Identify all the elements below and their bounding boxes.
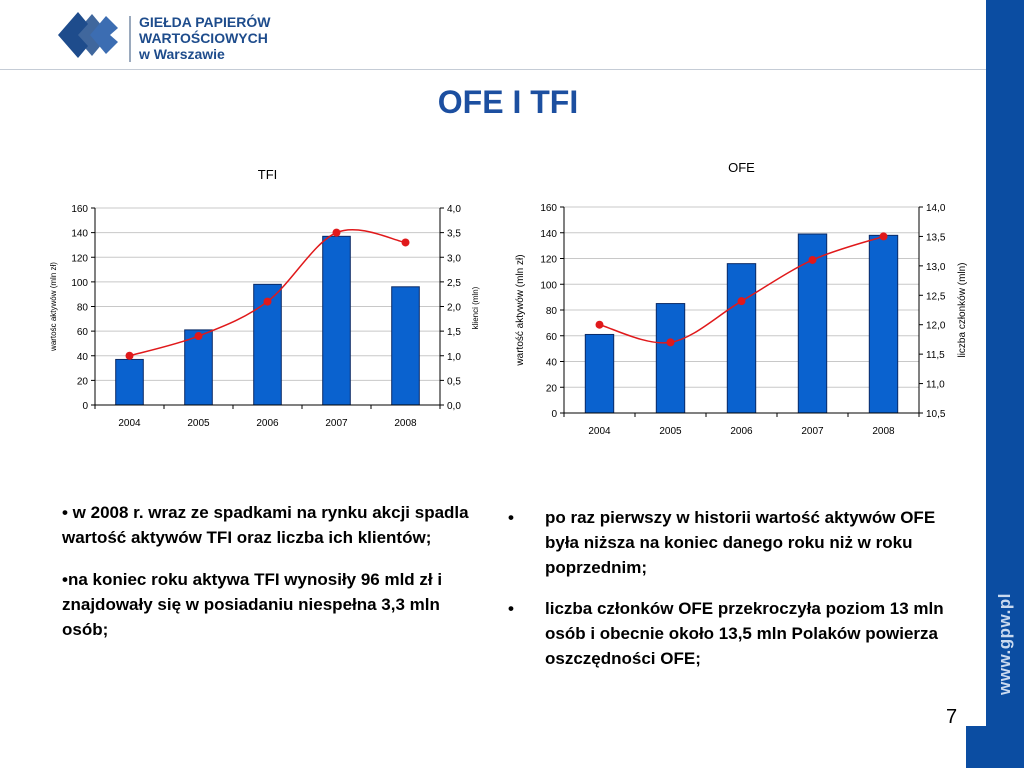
line-point-2008 <box>879 232 888 241</box>
page-number: 7 <box>946 706 958 728</box>
logo-line-2: WARTOŚCIOWYCH <box>139 30 268 46</box>
x-tick-label: 2007 <box>325 418 348 429</box>
right-bullet-text: liczba członków OFE przekroczyła poziom … <box>545 599 944 668</box>
x-tick-label: 2005 <box>659 426 682 437</box>
header-divider <box>0 69 986 70</box>
bar-2007 <box>322 235 351 406</box>
bar-2008 <box>391 286 420 406</box>
y-axis-label: wartośc aktywów (mln zł) <box>49 262 58 352</box>
x-tick-label: 2004 <box>588 426 611 437</box>
x-tick-label: 2006 <box>730 426 753 437</box>
y-tick-label: 120 <box>71 253 88 264</box>
y2-tick-label: 2,0 <box>447 303 461 314</box>
sidebar-band <box>986 0 1024 768</box>
y-tick-label: 0 <box>551 409 557 420</box>
bar-2005 <box>655 303 686 414</box>
logo-line-3: w Warszawie <box>139 46 225 62</box>
right-bullet-text: po raz pierwszy w historii wartość aktyw… <box>545 508 936 577</box>
line-point-2005 <box>666 338 675 347</box>
tfi-chart: TFI 0 20 40 60 80 100 120 140 160 0,0 0,5 1,0 1,5 2,0 2… <box>49 167 480 429</box>
bar-2008 <box>868 234 899 414</box>
x-tick-label: 2006 <box>256 418 279 429</box>
y2-tick-label: 1,0 <box>447 352 461 363</box>
line-point-2006 <box>737 297 746 306</box>
left-bullet-list: • w 2008 r. wraz ze spadkami na rynku ak… <box>62 500 472 659</box>
bar-2006 <box>726 263 757 414</box>
y2-tick-label: 11,0 <box>926 380 945 391</box>
ofe-chart: OFE 0 20 40 60 80 100 120 140 160 10,5 11,0 11,5 12,0… <box>515 160 968 437</box>
x-tick-label: 2007 <box>801 426 824 437</box>
y2-tick-label: 3,5 <box>447 229 461 240</box>
x-tick-label: 2004 <box>118 418 141 429</box>
y-tick-label: 120 <box>540 255 557 266</box>
y-tick-label: 140 <box>71 229 88 240</box>
chart-title: TFI <box>258 167 278 182</box>
line-point-2007 <box>808 255 817 264</box>
y-tick-label: 20 <box>77 376 89 387</box>
gpw-logo-icon <box>58 12 118 58</box>
y2-tick-label: 4,0 <box>447 204 461 215</box>
y-tick-label: 0 <box>82 401 88 412</box>
y-tick-label: 40 <box>546 358 558 369</box>
right-bullet-2: • liczba członków OFE przekroczyła pozio… <box>508 596 958 671</box>
y-tick-label: 80 <box>546 306 558 317</box>
y-tick-label: 40 <box>77 352 89 363</box>
left-bullet-1: • w 2008 r. wraz ze spadkami na rynku ak… <box>62 503 469 547</box>
y-tick-label: 160 <box>540 203 557 214</box>
y-axis-label: wartość aktywów (mln zł) <box>515 254 526 366</box>
logo-line-1: GIEŁDA PAPIERÓW <box>139 14 271 30</box>
line-point-2004 <box>595 320 604 329</box>
y2-tick-label: 14,0 <box>926 203 946 214</box>
line-point-2007 <box>332 228 341 237</box>
y2-tick-label: 13,0 <box>926 262 946 273</box>
line-point-2008 <box>401 238 410 247</box>
website-url[interactable]: www.gpw.pl <box>995 593 1014 695</box>
y2-tick-label: 10,5 <box>926 409 946 420</box>
gpw-logo-text: GIEŁDA PAPIERÓW WARTOŚCIOWYCH w Warszawi… <box>139 14 270 62</box>
x-tick-label: 2005 <box>187 418 210 429</box>
bar-2004 <box>584 333 615 414</box>
bullet-marker: • <box>508 599 514 618</box>
right-bullet-1: • po raz pierwszy w historii wartość akt… <box>508 505 958 580</box>
y-tick-label: 100 <box>540 280 557 291</box>
right-bullet-list: • po raz pierwszy w historii wartość akt… <box>508 505 958 687</box>
y2-tick-label: 12,5 <box>926 291 946 302</box>
y-tick-label: 20 <box>546 383 558 394</box>
line-point-2004 <box>125 351 134 360</box>
y-tick-label: 100 <box>71 278 88 289</box>
chart-title: OFE <box>728 160 755 175</box>
y2-tick-label: 3,0 <box>447 253 461 264</box>
bar-2004 <box>115 358 144 406</box>
x-tick-label: 2008 <box>872 426 895 437</box>
line-point-2006 <box>263 297 272 306</box>
bullet-marker: • <box>508 508 514 527</box>
y2-axis-label: klienci (mln) <box>471 286 480 329</box>
y-tick-label: 140 <box>540 229 557 240</box>
y-tick-label: 80 <box>77 303 89 314</box>
y-tick-label: 60 <box>546 332 558 343</box>
y2-tick-label: 0,5 <box>447 376 461 387</box>
y-tick-label: 60 <box>77 327 89 338</box>
y-tick-label: 160 <box>71 204 88 215</box>
y2-axis-label: liczba członków (mln) <box>957 262 968 357</box>
left-bullet-2: •na koniec roku aktywa TFI wynosiły 96 m… <box>62 570 443 639</box>
slide-title: OFE I TFI <box>437 84 579 120</box>
line-point-2005 <box>194 332 203 341</box>
y2-tick-label: 12,0 <box>926 321 946 332</box>
sidebar-footer-block <box>966 726 1024 768</box>
x-tick-label: 2008 <box>394 418 417 429</box>
logo-divider <box>129 16 131 62</box>
y2-tick-label: 13,5 <box>926 232 946 243</box>
bar-2005 <box>184 329 213 406</box>
y2-tick-label: 1,5 <box>447 327 461 338</box>
y2-tick-label: 0,0 <box>447 401 461 412</box>
y2-tick-label: 2,5 <box>447 278 461 289</box>
y2-tick-label: 11,5 <box>926 350 945 361</box>
